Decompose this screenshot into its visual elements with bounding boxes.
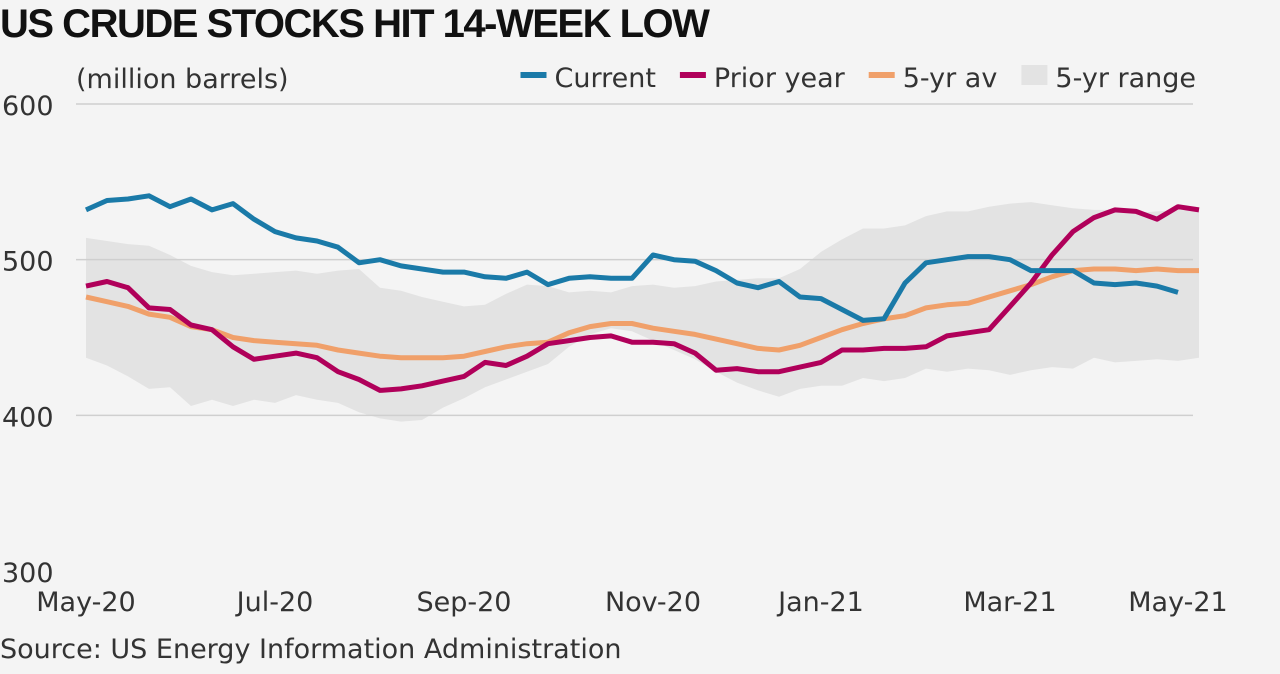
legend-item-prior-year: Prior year xyxy=(679,63,846,94)
legend-label: Current xyxy=(555,63,656,94)
x-tick-label: Jan-21 xyxy=(776,587,864,618)
series-prior-year-line xyxy=(85,204,1200,393)
chart-legend: Current Prior year 5-yr av 5-yr range xyxy=(520,63,1196,94)
series-5-yr-av-line xyxy=(85,266,1199,361)
chart-title: US CRUDE STOCKS HIT 14-WEEK LOW xyxy=(0,2,710,46)
legend-item-current: Current xyxy=(520,63,656,94)
series-lines xyxy=(84,193,1200,393)
x-tick-label: Sep-20 xyxy=(417,587,512,618)
x-tick-label: Nov-20 xyxy=(605,587,701,618)
legend-label: 5-yr av xyxy=(903,63,998,94)
y-unit-label: (million barrels) xyxy=(76,64,289,95)
x-tick-label: Mar-21 xyxy=(963,587,1056,618)
chart-source: Source: US Energy Information Administra… xyxy=(0,634,622,665)
legend-label: 5-yr range xyxy=(1055,63,1196,94)
x-tick-label: May-21 xyxy=(1128,587,1227,618)
y-tick-label: 400 xyxy=(2,402,54,433)
legend-item-5-yr-range: 5-yr range xyxy=(1021,63,1196,94)
x-tick-label: May-20 xyxy=(36,587,135,618)
y-tick-label: 300 xyxy=(2,558,54,589)
legend-label: Prior year xyxy=(714,63,846,94)
series-5-yr-range-band xyxy=(86,202,1199,422)
legend-swatch xyxy=(1021,65,1048,85)
y-tick-label: 600 xyxy=(2,91,54,122)
y-axis-ticks: 300 400 500 600 xyxy=(2,91,54,589)
x-axis-ticks: May-20 Jul-20 Sep-20 Nov-20 Jan-21 Mar-21 May-… xyxy=(36,587,1227,618)
y-tick-label: 500 xyxy=(2,247,54,278)
range-band-layer xyxy=(86,202,1199,422)
series-current-line xyxy=(84,193,1179,323)
x-tick-label: Jul-20 xyxy=(235,587,314,618)
legend-item-5-yr-av: 5-yr av xyxy=(868,63,998,94)
